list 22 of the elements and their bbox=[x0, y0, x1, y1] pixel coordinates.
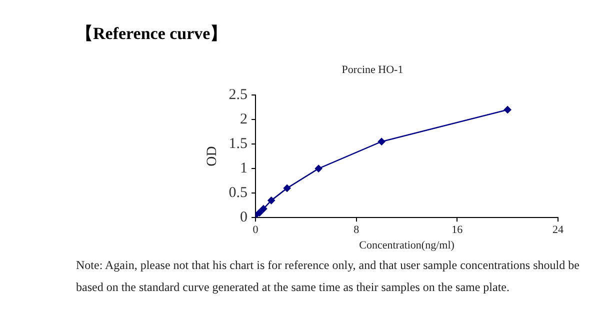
y-tick-label: 0 bbox=[240, 210, 248, 226]
y-tick-label: 1 bbox=[240, 160, 248, 176]
x-axis-title: Concentration(ng/ml) bbox=[359, 239, 455, 252]
chart-title: 【Reference curve】 bbox=[76, 23, 228, 45]
x-tick-label: 8 bbox=[354, 224, 360, 236]
point bbox=[283, 184, 291, 192]
y-tick-label: 0.5 bbox=[228, 185, 248, 202]
point bbox=[504, 106, 512, 114]
y-axis-title: OD bbox=[205, 146, 220, 166]
point bbox=[268, 196, 275, 204]
point bbox=[260, 205, 268, 212]
x-tick-label: 24 bbox=[552, 224, 564, 236]
y-tick-label: 2 bbox=[240, 111, 248, 128]
x-tick-label: 0 bbox=[252, 224, 259, 236]
y-tick-label: 1.5 bbox=[228, 136, 248, 152]
point bbox=[256, 209, 264, 216]
x-tick-label: 16 bbox=[452, 224, 464, 236]
y-tick-label: 2.5 bbox=[228, 86, 248, 103]
point bbox=[314, 164, 322, 172]
chart-subtitle: Porcine HO-1 bbox=[340, 64, 404, 76]
point bbox=[378, 138, 386, 146]
text: Note: Again, please not that his chart is for reference only, and that user sample concentrations should be based on the standard curve generated at the same time as their samples on the same plate. bbox=[76, 257, 580, 296]
